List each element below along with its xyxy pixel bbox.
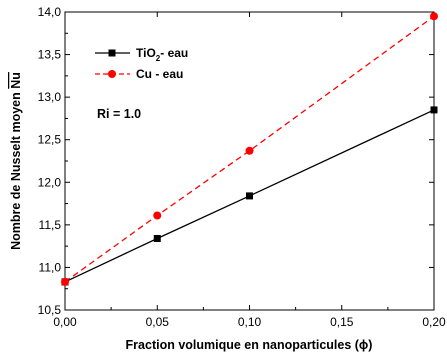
legend-marker-cu: [108, 70, 116, 78]
series-1-point-2: [245, 146, 254, 155]
series-line-0: [64, 109, 435, 283]
x-tick-label-2: 0,10: [238, 315, 262, 329]
series-layer: [61, 12, 438, 286]
series-0-point-3: [430, 106, 438, 114]
x-tick-label-0: 0,00: [53, 315, 77, 329]
series-1-point-0: [61, 277, 69, 286]
series-1-point-1: [153, 211, 162, 220]
y-tick-label-2: 11,5: [39, 218, 62, 232]
y-axis-title: Nombre de Nusselt moyen Nu: [9, 72, 23, 250]
y-tick-label-0: 10,5: [38, 303, 62, 317]
legend-label-cu: Cu - eau: [136, 67, 183, 81]
plot-frame: [64, 11, 435, 311]
y-tick-label-3: 12,0: [38, 175, 62, 189]
x-axis-ticks: 0,00 0,05 0,10 0,15 0,20: [53, 12, 446, 329]
y-tick-label-7: 14,0: [38, 5, 62, 19]
legend-marker-tio2: [108, 49, 116, 57]
legend: TiO2- eau Cu - eau: [95, 46, 188, 81]
x-tick-label-1: 0,05: [146, 315, 170, 329]
richardson-annotation: Ri = 1.0: [97, 107, 141, 121]
legend-label-tio2: TiO2- eau: [136, 46, 188, 63]
x-tick-label-4: 0,20: [422, 315, 446, 329]
y-tick-label-4: 12,5: [38, 133, 62, 147]
x-axis-title: Fraction volumique en nanoparticules (ϕ): [126, 338, 373, 352]
y-tick-label-5: 13,0: [38, 90, 62, 104]
series-1-point-3: [430, 12, 438, 21]
y-tick-label-1: 11,0: [39, 260, 62, 274]
y-tick-label-6: 13,5: [38, 48, 62, 62]
x-tick-label-3: 0,15: [330, 315, 354, 329]
series-line-1: [64, 15, 435, 283]
series-0-point-2: [246, 192, 253, 200]
y-axis-ticks: 10,5 11,0 11,5 12,0 12,5 13,0 13,5 14,0: [38, 5, 434, 317]
series-0-point-1: [153, 234, 161, 242]
